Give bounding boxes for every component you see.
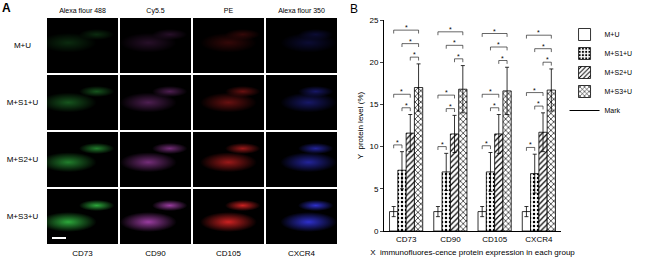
svg-text:5: 5 [374, 185, 379, 194]
svg-text:15: 15 [369, 100, 378, 109]
svg-text:*: * [405, 102, 408, 109]
html-text:M+U: M+U [13, 40, 32, 50]
html-text:Alexa flour 350: Alexa flour 350 [278, 7, 325, 14]
svg-text:*: * [405, 24, 408, 31]
html-text:CXCR4: CXCR4 [287, 249, 316, 258]
svg-text:*: * [529, 141, 532, 148]
svg-text:*: * [546, 56, 549, 63]
svg-text:*: * [542, 43, 545, 50]
svg-text:*: * [441, 141, 444, 148]
svg-text:25: 25 [369, 16, 378, 25]
svg-text:M+S2+U: M+S2+U [605, 69, 633, 76]
html-text:Cy5.5: Cy5.5 [146, 7, 165, 14]
svg-text:*: * [453, 39, 456, 46]
svg-text:*: * [497, 41, 500, 48]
svg-text:*: * [501, 55, 504, 62]
html-text:A: A [2, 1, 11, 15]
html-text:M+S3+U: M+S3+U [6, 211, 39, 221]
svg-text:CXCR4: CXCR4 [525, 235, 553, 244]
svg-text:*: * [413, 51, 416, 58]
svg-text:*: * [533, 87, 536, 94]
svg-text:*: * [493, 28, 496, 35]
svg-text:20: 20 [369, 58, 378, 67]
svg-text:*: * [445, 89, 448, 96]
svg-text:*: * [457, 53, 460, 60]
svg-text:CD90: CD90 [440, 235, 461, 244]
svg-text:Y protein level (%): Y protein level (%) [356, 91, 365, 159]
html-text:M+S1+U: M+S1+U [6, 97, 39, 107]
html-text:PE: PE [223, 7, 234, 14]
svg-text:*: * [489, 88, 492, 95]
svg-text:M+U: M+U [605, 31, 620, 38]
svg-text:*: * [493, 102, 496, 109]
html-text:CD105: CD105 [216, 249, 241, 258]
html-text:CD90: CD90 [145, 249, 166, 258]
svg-text:*: * [485, 140, 488, 147]
svg-text:M+S3+U: M+S3+U [605, 88, 633, 95]
svg-text:*: * [449, 26, 452, 33]
svg-text:0: 0 [374, 227, 379, 236]
svg-text:X immunofluores-cence protein: X immunofluores-cence protein expression… [370, 248, 575, 257]
svg-text:*: * [449, 103, 452, 110]
html-text:CD73: CD73 [72, 249, 93, 258]
svg-text:Mark: Mark [605, 107, 621, 114]
svg-text:CD73: CD73 [396, 235, 417, 244]
svg-text:B: B [350, 2, 358, 16]
svg-text:CD105: CD105 [482, 235, 507, 244]
svg-text:*: * [400, 88, 403, 95]
svg-text:*: * [409, 38, 412, 45]
svg-text:M+S1+U: M+S1+U [605, 50, 633, 57]
svg-text:10: 10 [369, 142, 378, 151]
svg-text:*: * [537, 29, 540, 36]
svg-text:*: * [537, 100, 540, 107]
svg-text:*: * [396, 139, 399, 146]
html-text:M+S2+U: M+S2+U [6, 154, 39, 164]
html-text:Alexa flour 488: Alexa flour 488 [59, 7, 106, 14]
